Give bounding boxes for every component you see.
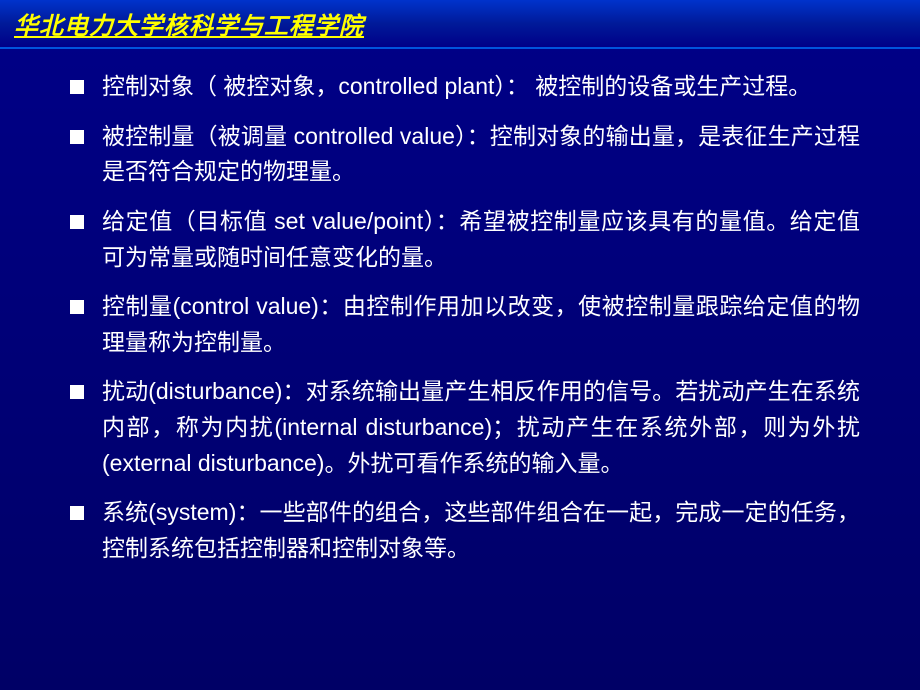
bullet-marker-icon xyxy=(70,506,84,520)
bullet-marker-icon xyxy=(70,385,84,399)
bullet-marker-icon xyxy=(70,80,84,94)
bullet-item: 控制对象（ 被控对象，controlled plant）： 被控制的设备或生产过… xyxy=(70,69,860,105)
bullet-item: 扰动(disturbance)：对系统输出量产生相反作用的信号。若扰动产生在系统… xyxy=(70,374,860,481)
slide-content: 控制对象（ 被控对象，controlled plant）： 被控制的设备或生产过… xyxy=(0,49,920,601)
bullet-marker-icon xyxy=(70,300,84,314)
bullet-item: 系统(system)：一些部件的组合，这些部件组合在一起，完成一定的任务，控制系… xyxy=(70,495,860,566)
bullet-text: 控制量(control value)：由控制作用加以改变，使被控制量跟踪给定值的… xyxy=(102,289,860,360)
bullet-marker-icon xyxy=(70,215,84,229)
bullet-item: 被控制量（被调量 controlled value）：控制对象的输出量，是表征生… xyxy=(70,119,860,190)
bullet-item: 给定值（目标值 set value/point）：希望被控制量应该具有的量值。给… xyxy=(70,204,860,275)
bullet-item: 控制量(control value)：由控制作用加以改变，使被控制量跟踪给定值的… xyxy=(70,289,860,360)
bullet-text: 系统(system)：一些部件的组合，这些部件组合在一起，完成一定的任务，控制系… xyxy=(102,495,860,566)
header-title: 华北电力大学核科学与工程学院 xyxy=(14,13,364,40)
slide-header: 华北电力大学核科学与工程学院 xyxy=(0,0,920,49)
bullet-marker-icon xyxy=(70,130,84,144)
bullet-text: 被控制量（被调量 controlled value）：控制对象的输出量，是表征生… xyxy=(102,119,860,190)
bullet-text: 给定值（目标值 set value/point）：希望被控制量应该具有的量值。给… xyxy=(102,204,860,275)
bullet-text: 扰动(disturbance)：对系统输出量产生相反作用的信号。若扰动产生在系统… xyxy=(102,374,860,481)
bullet-text: 控制对象（ 被控对象，controlled plant）： 被控制的设备或生产过… xyxy=(102,69,860,105)
